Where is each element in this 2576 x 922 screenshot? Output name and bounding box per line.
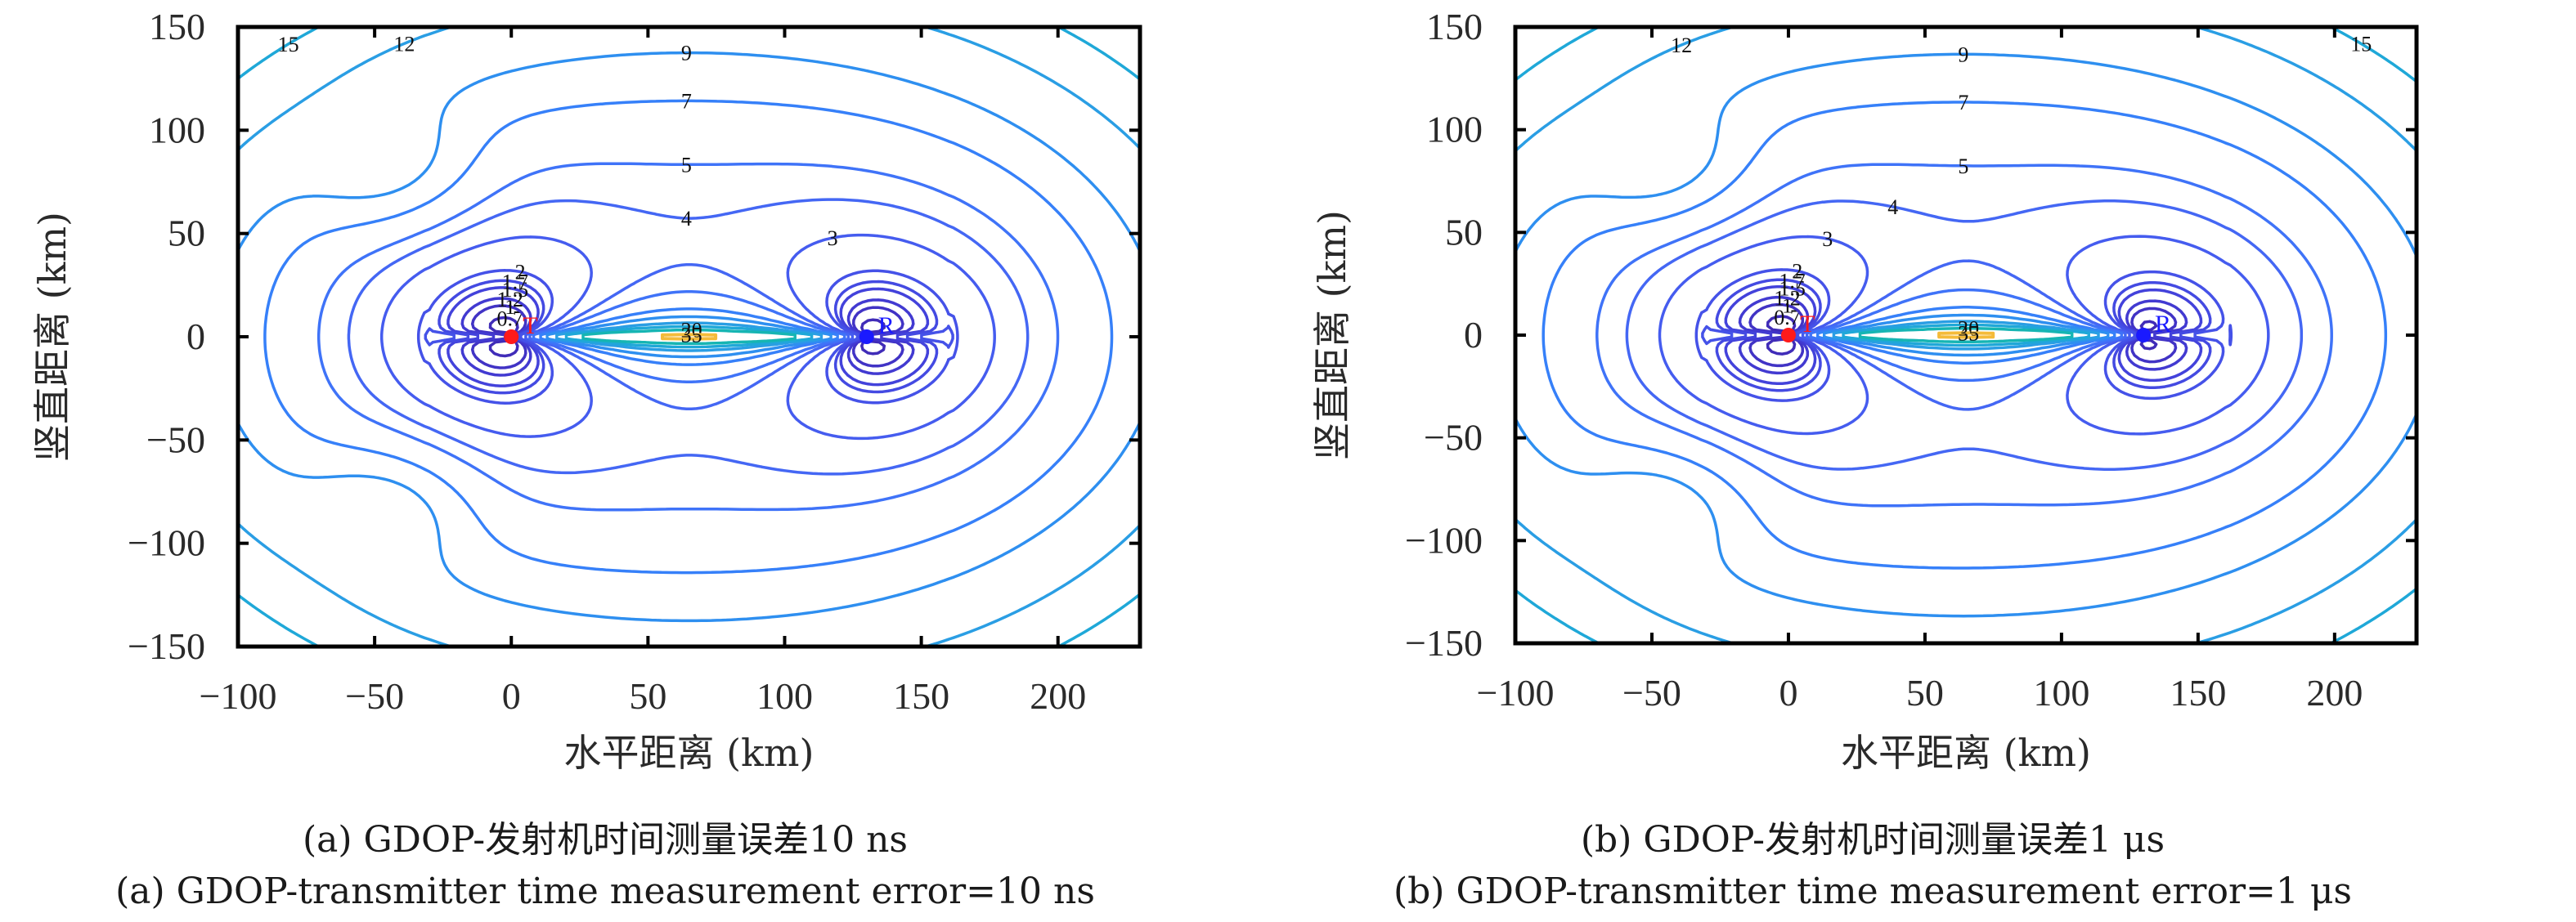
x-tick-label: 200	[1030, 675, 1086, 717]
contour-label: 7	[681, 89, 692, 113]
y-tick-label: 0	[186, 316, 205, 357]
y-tick-label: 150	[1426, 6, 1483, 47]
contour-level-3	[379, 233, 996, 441]
x-tick-label: −100	[200, 675, 277, 717]
contour-level-9	[1515, 52, 2417, 618]
y-tick-label: 50	[1445, 211, 1483, 253]
y-axis-label: 竖直距离 (km)	[1310, 210, 1354, 460]
y-tick-label: −150	[128, 625, 205, 667]
receiver-marker-label: R	[2155, 311, 2171, 338]
contour-level-15	[1515, 27, 2417, 643]
receiver-marker	[859, 329, 874, 344]
x-tick-label: 150	[893, 675, 949, 717]
contour-level-5	[316, 162, 1060, 512]
caption-en: (b) GDOP-transmitter time measurement er…	[1393, 871, 2352, 912]
x-axis-label: 水平距离 (km)	[1841, 731, 2091, 775]
contour-level-12	[238, 27, 1140, 647]
contour-level-35	[1937, 331, 1995, 339]
contour-label: 9	[1958, 43, 1968, 66]
contour-level-3	[1658, 235, 2270, 436]
y-tick-label: 0	[1464, 314, 1483, 356]
contour-label: 35	[1958, 321, 1979, 345]
y-tick-label: −100	[1405, 519, 1483, 561]
y-tick-label: 100	[1426, 109, 1483, 150]
contour-label: 12	[1671, 34, 1692, 57]
x-tick-label: 100	[756, 675, 813, 717]
contour-level-20	[581, 328, 797, 346]
contour-level-2	[1694, 268, 2233, 402]
x-tick-label: 150	[2170, 672, 2226, 714]
y-tick-label: −100	[128, 522, 205, 564]
x-tick-label: −50	[1622, 672, 1681, 714]
y-tick-label: 150	[149, 6, 205, 47]
receiver-marker	[2136, 328, 2152, 342]
x-tick-label: 100	[2033, 672, 2089, 714]
contour-level-7	[1542, 101, 2388, 570]
y-tick-label: −150	[1405, 622, 1483, 664]
contour-level-4	[1625, 199, 2304, 471]
contour-level-20	[1858, 326, 2074, 344]
x-axis-label: 水平距离 (km)	[563, 731, 814, 775]
contour-level-35	[661, 333, 718, 341]
contour-level-1p7	[1715, 278, 2212, 392]
transmitter-marker	[504, 329, 519, 344]
y-tick-label: 50	[168, 213, 205, 254]
x-tick-label: 0	[1779, 672, 1797, 714]
contour-label: 35	[681, 323, 702, 347]
contour-label: 9	[681, 42, 692, 65]
contour-level-4	[347, 198, 1030, 476]
contour-level-12	[1515, 27, 2417, 643]
contour-label: 5	[681, 153, 692, 177]
caption-zh: (b) GDOP-发射机时间测量误差1 μs	[1581, 819, 2165, 861]
transmitter-marker-label: T	[523, 312, 537, 339]
contour-level-2	[416, 269, 959, 405]
contour-label: 1.7	[502, 271, 529, 294]
y-tick-label: 100	[149, 109, 205, 150]
transmitter-marker-label: T	[1800, 311, 1815, 338]
contour-label: 1.7	[1779, 270, 1806, 293]
contour-level-9	[238, 51, 1140, 623]
receiver-marker-label: R	[878, 312, 895, 339]
transmitter-marker	[1780, 328, 1796, 342]
contour-label: 4	[681, 207, 692, 230]
contour-label: 4	[1887, 195, 1898, 219]
x-tick-label: −50	[345, 675, 404, 717]
y-tick-label: −50	[1424, 417, 1483, 459]
contour-label: 2	[515, 260, 526, 284]
contour-level-15	[238, 27, 1140, 647]
contour-label: 7	[1958, 91, 1968, 114]
x-tick-label: 200	[2306, 672, 2363, 714]
x-tick-label: −100	[1477, 672, 1555, 714]
caption-zh: (a) GDOP-发射机时间测量误差10 ns	[303, 819, 908, 861]
x-tick-label: 0	[502, 675, 521, 717]
contour-label: 5	[1958, 154, 1968, 178]
x-tick-label: 50	[1906, 672, 1944, 714]
contour-label: 3	[828, 226, 838, 250]
contour-level-5	[1595, 163, 2333, 508]
contour-label: 2	[1792, 260, 1802, 284]
x-tick-label: 50	[629, 675, 666, 717]
contour-label: 12	[393, 32, 415, 56]
y-axis-label: 竖直距离 (km)	[30, 212, 74, 462]
contour-label: 15	[278, 33, 299, 56]
contour-label: 15	[2350, 32, 2372, 56]
y-tick-label: −50	[146, 418, 205, 460]
contour-label: 3	[1822, 227, 1833, 251]
caption-en: (a) GDOP-transmitter time measurement er…	[115, 871, 1095, 912]
contour-level-7	[263, 99, 1114, 575]
